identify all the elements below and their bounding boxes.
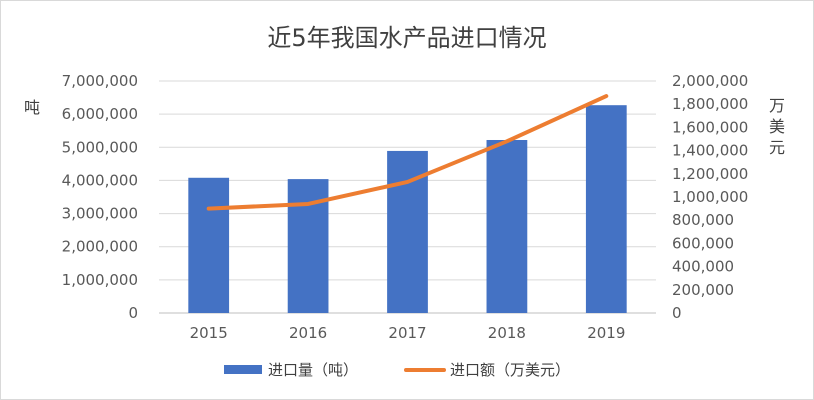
bar [585,105,627,314]
x-tick-label: 2018 [488,324,526,342]
left-axis-ticks: 0 1,000,000 2,000,000 3,000,000 4,000,000 5,0… [62,72,138,322]
chart-title: 近5年我国水产品进口情况 [267,24,546,52]
right-tick-label: 400,000 [672,258,734,276]
right-tick-label: 1,200,000 [672,165,748,183]
left-tick-label: 7,000,000 [62,72,138,90]
left-tick-label: 1,000,000 [62,271,138,289]
bar [486,139,528,313]
x-axis-ticks: 2015 2016 2017 2018 2019 [190,324,626,342]
x-tick-label: 2015 [190,324,228,342]
right-axis-ticks: 0 200,000 400,000 600,000 800,000 1,000,000 1,… [672,72,748,322]
right-tick-label: 1,400,000 [672,142,748,160]
left-tick-label: 2,000,000 [62,238,138,256]
left-axis-title: 吨 [24,98,40,117]
right-axis-title-char: 万 [769,96,785,115]
line-series [206,94,609,211]
right-tick-label: 800,000 [672,211,734,229]
right-tick-label: 200,000 [672,281,734,299]
right-tick-label: 0 [672,304,682,322]
right-axis-title-char: 美 [769,117,785,136]
left-tick-label: 4,000,000 [62,171,138,189]
right-tick-label: 1,800,000 [672,95,748,113]
legend-swatch-bar [224,365,262,374]
left-tick-label: 6,000,000 [62,105,138,123]
right-tick-label: 1,000,000 [672,188,748,206]
right-axis-title: 万美元 [769,96,785,157]
x-tick-label: 2016 [289,324,327,342]
legend-label-line: 进口额（万美元） [450,361,570,379]
bar-series [188,105,627,314]
right-tick-label: 2,000,000 [672,72,748,90]
right-tick-label: 1,600,000 [672,118,748,136]
right-tick-label: 600,000 [672,234,734,252]
x-tick-label: 2019 [587,324,625,342]
legend-label-bar: 进口量（吨） [268,361,358,379]
x-tick-label: 2017 [388,324,426,342]
left-tick-label: 3,000,000 [62,205,138,223]
right-axis-title-char: 元 [769,138,785,157]
legend: 进口量（吨） 进口额（万美元） [224,361,570,379]
left-tick-label: 5,000,000 [62,138,138,156]
left-tick-label: 0 [128,304,138,322]
bar [188,177,230,313]
